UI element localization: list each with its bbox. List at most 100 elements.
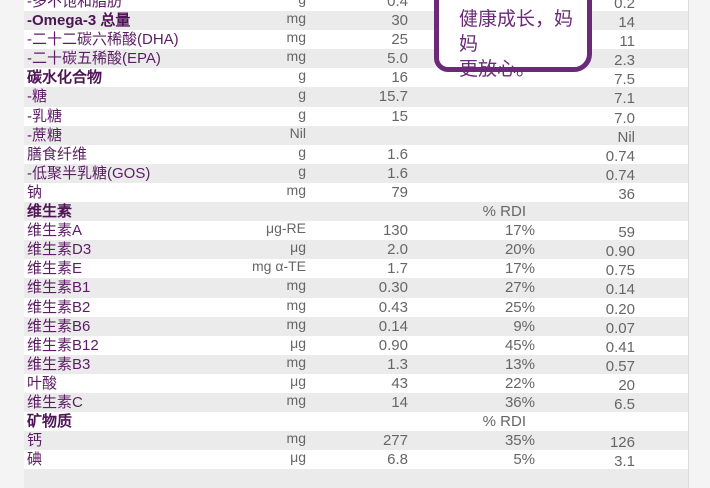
cell-rdi: 22%: [504, 374, 535, 392]
cell-unit: mg: [286, 391, 306, 408]
cell-unit: Nil: [289, 124, 306, 141]
cell-rdi: % RDI: [482, 203, 526, 221]
table-row: 矿物质 % RDI: [24, 412, 688, 431]
cell-name: 维生素C: [27, 393, 83, 411]
table-row: 碘 μg 6.8 5% 3.1: [24, 449, 688, 471]
cell-name: 维生素D3: [27, 241, 92, 259]
cell-per: 6.5: [614, 395, 635, 413]
speech-bubble: 健康成长，妈妈 更放心。: [434, 0, 592, 80]
cell-per: 0.41: [605, 338, 635, 356]
cell-name: 维生素B1: [27, 279, 91, 297]
cell-per: 59: [618, 224, 635, 242]
cell-name: -多不饱和脂肪: [27, 0, 122, 10]
table-row: [24, 469, 688, 488]
table-row: 维生素B1 mg 0.30 27% 0.14: [24, 277, 688, 299]
table-row: 维生素B6 mg 0.14 9% 0.07: [24, 316, 688, 337]
cell-name: -蔗糖: [27, 126, 62, 144]
cell-amount: 79: [391, 183, 408, 201]
cell-amount: 25: [391, 31, 408, 49]
table-row: 维生素E mg α-TE 1.7 17% 0.75: [24, 258, 688, 280]
cell-rdi: 20%: [504, 241, 535, 259]
cell-amount: 0.14: [378, 317, 408, 335]
cell-per: 7.5: [614, 71, 635, 89]
table-row: 钠 mg 79 36: [24, 181, 688, 203]
cell-unit: mg: [286, 277, 306, 294]
cell-amount: 16: [391, 69, 408, 87]
cell-unit: g: [298, 0, 306, 9]
cell-name: 维生素B12: [27, 336, 99, 354]
table-row: -低聚半乳糖(GOS) g 1.6 0.74: [24, 162, 688, 184]
nutrition-table: -多不饱和脂肪g0.40.2 -Omega-3 总量mg3014-二十二碳六稀酸…: [24, 0, 689, 488]
table-row: 叶酸 μg 43 22% 20: [24, 372, 688, 394]
table-row: -蔗糖 Nil Nil: [24, 124, 688, 146]
cell-unit: g: [298, 143, 306, 160]
cell-unit: mg: [286, 48, 306, 65]
cell-unit: mg: [286, 353, 306, 370]
cell-name: 维生素B6: [27, 317, 91, 335]
cell-unit: μg-RE: [266, 220, 306, 237]
cell-unit: mg: [286, 29, 306, 46]
bubble-line: 健康成长，妈妈: [459, 9, 574, 55]
cell-unit: g: [298, 105, 306, 122]
cell-per: 7.1: [614, 90, 635, 108]
cell-rdi: 17%: [504, 222, 535, 240]
cell-unit: mg α-TE: [252, 258, 306, 275]
cell-amount: 0.4: [387, 0, 408, 10]
cell-rdi: 45%: [504, 336, 535, 354]
table-row: 维生素B12 μg 0.90 45% 0.41: [24, 335, 688, 356]
cell-per: 11: [619, 33, 635, 51]
table-row: 维生素 % RDI: [24, 202, 688, 222]
cell-name: -低聚半乳糖(GOS): [27, 164, 151, 182]
cell-per: 3.1: [614, 453, 635, 471]
table-row: 维生素B3 mg 1.3 13% 0.57: [24, 353, 688, 375]
cell-amount: 5.0: [387, 50, 408, 68]
cell-amount: 1.7: [387, 260, 408, 278]
cell-unit: mg: [286, 181, 306, 198]
cell-name: 维生素B3: [27, 355, 91, 373]
cell-name: 叶酸: [27, 374, 58, 392]
cell-per: 7.0: [614, 109, 635, 127]
table-row: 钙 mg 277 35% 126: [24, 430, 688, 452]
cell-unit: μg: [290, 239, 306, 256]
table-row: -多不饱和脂肪 g 0.4 0.2: [24, 0, 688, 12]
cell-per: 36: [618, 185, 635, 203]
cell-name: -二十碳五稀酸(EPA): [27, 50, 161, 68]
bubble-line: 更放心。: [459, 59, 536, 80]
cell-name: -糖: [27, 88, 47, 106]
table-row: 膳食纤维 g 1.6 0.74: [24, 143, 688, 165]
cell-name: -Omega-3 总量: [27, 12, 131, 30]
cell-amount: 0.90: [378, 336, 408, 354]
cell-amount: 277: [382, 432, 408, 450]
table-row: -二十二碳六稀酸(DHA) mg 25 11: [24, 29, 688, 51]
cell-name: 膳食纤维: [27, 145, 88, 163]
cell-name: -乳糖: [27, 107, 62, 125]
cell-name: 矿物质: [27, 413, 73, 431]
cell-amount: 15.7: [378, 88, 408, 106]
cell-per: 0.20: [605, 300, 635, 318]
cell-per: 0.90: [605, 243, 635, 261]
cell-name: 钠: [27, 183, 43, 201]
cell-per: 0.75: [605, 262, 635, 280]
cell-per: 14: [618, 14, 635, 32]
cell-per: 0.14: [605, 281, 635, 299]
cell-unit: μg: [290, 372, 306, 389]
cell-amount: 6.8: [387, 451, 408, 469]
table-row: 维生素D3 μg 2.0 20% 0.90: [24, 239, 688, 261]
cell-rdi: 36%: [504, 393, 535, 411]
cell-unit: g: [298, 67, 306, 84]
table-row: 碳水化合物 g 16 7.5: [24, 67, 688, 89]
cell-name: 维生素A: [27, 222, 83, 240]
cell-unit: μg: [290, 449, 306, 466]
cell-amount: 1.3: [387, 355, 408, 373]
cell-per: 20: [618, 376, 635, 394]
cell-per: 126: [609, 434, 635, 452]
cell-name: 钙: [27, 432, 43, 450]
cell-amount: 2.0: [387, 241, 408, 259]
table-row: -糖 g 15.7 7.1: [24, 86, 688, 108]
cell-unit: g: [298, 162, 306, 179]
table-row: -乳糖 g 15 7.0: [24, 105, 688, 127]
cell-amount: 15: [391, 107, 408, 125]
cell-name: 维生素E: [27, 260, 83, 278]
cell-amount: 130: [382, 222, 408, 240]
cell-rdi: 9%: [513, 317, 535, 335]
